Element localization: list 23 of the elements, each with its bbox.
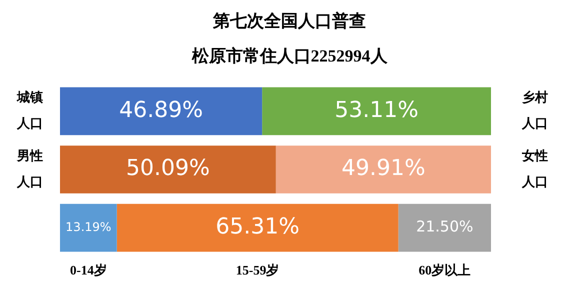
bar — [116, 204, 398, 252]
data-label: 21.50% — [416, 218, 474, 236]
bar — [60, 204, 117, 252]
bar — [276, 146, 491, 194]
bar — [262, 87, 491, 136]
chart-title: 第七次全国人口普查 — [212, 10, 366, 30]
text: 城镇人口 — [16, 90, 43, 131]
data-label: 50.09% — [126, 156, 210, 182]
bar — [60, 146, 276, 194]
chart-subtitle: 松原市常住人口2252994人 — [190, 46, 388, 66]
text: 15-59岁 — [236, 262, 280, 278]
data-label: 46.89% — [119, 98, 203, 123]
text: 乡村人口 — [521, 90, 548, 131]
text: 60岁以上 — [418, 262, 471, 278]
data-label: 65.31% — [216, 214, 300, 240]
text: 男性人口 — [16, 148, 43, 189]
bar — [398, 204, 491, 252]
text: 0-14岁 — [70, 262, 107, 278]
bar — [60, 87, 262, 136]
text: 女性人口 — [521, 148, 548, 189]
data-label: 53.11% — [334, 98, 418, 123]
data-label: 13.19% — [66, 220, 112, 234]
data-label: 49.91% — [342, 156, 426, 182]
